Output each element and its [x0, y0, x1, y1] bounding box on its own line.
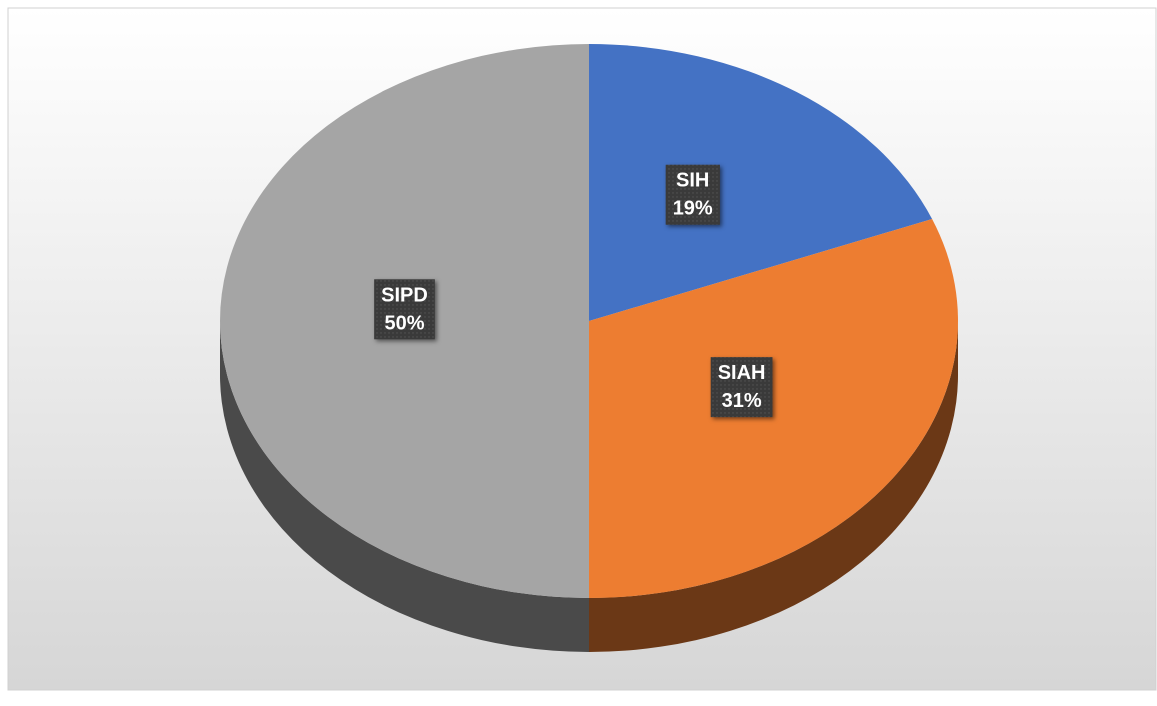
label-value: 31%	[722, 390, 762, 412]
data-label: SIPD 50%	[374, 279, 435, 340]
pie-sides	[220, 321, 958, 652]
slice-side	[220, 321, 589, 652]
label-value: 50%	[384, 312, 424, 334]
slice	[589, 219, 958, 599]
data-label: SIH 19%	[665, 164, 720, 225]
slice	[589, 44, 933, 321]
data-labels: SIH 19% SIAH 31% SIPD 50%	[374, 164, 773, 418]
pie-tops	[220, 44, 958, 599]
label-category: SIH	[676, 170, 709, 192]
label-box	[665, 164, 720, 225]
slice-side	[589, 321, 958, 652]
label-category: SIAH	[718, 362, 766, 384]
label-box	[374, 279, 435, 340]
label-box	[710, 357, 773, 418]
label-value: 19%	[673, 198, 713, 220]
data-label: SIAH 31%	[710, 357, 773, 418]
label-category: SIPD	[381, 284, 428, 306]
